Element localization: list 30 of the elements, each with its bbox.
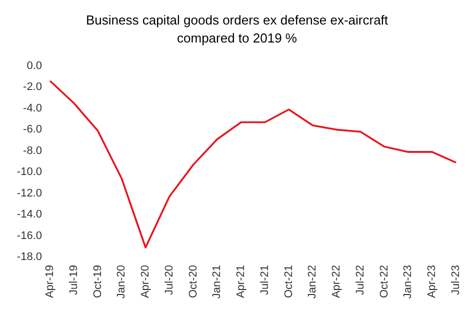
x-tick-label: Apr-20: [140, 265, 152, 298]
x-tick-label: Jan-21: [211, 265, 224, 299]
y-tick-label: -8.0: [23, 144, 42, 157]
x-tick-label: Oct-20: [187, 265, 200, 298]
x-tick-label: Jul-23: [450, 265, 462, 295]
x-tick-label: Jul-21: [258, 265, 271, 295]
y-tick-label: -4.0: [23, 102, 42, 114]
x-tick-label: Jan-22: [306, 265, 319, 299]
y-tick-label: -6.0: [23, 124, 42, 136]
x-tick-label: Oct-21: [282, 265, 295, 298]
x-tick-label: Jan-20: [116, 265, 128, 299]
y-tick-label: -14.0: [16, 208, 42, 221]
y-tick-label: -10.0: [16, 166, 42, 178]
y-tick-label: -2.0: [23, 81, 42, 94]
x-tick-label: Jan-23: [402, 265, 414, 299]
chart-title: Business capital goods orders ex defense ex-aircraft compared to 2019 %: [86, 12, 388, 46]
x-tick-label: Oct-19: [92, 265, 104, 298]
x-tick-label: Apr-22: [330, 265, 343, 298]
x-tick-label: Jul-19: [68, 265, 80, 295]
line-series: [49, 80, 457, 248]
y-tick-label: -16.0: [16, 230, 42, 242]
x-tick-label: Oct-22: [378, 265, 390, 298]
y-tick-label: -12.0: [16, 187, 42, 200]
y-tick-label: -18.0: [16, 251, 42, 263]
x-tick-label: Apr-23: [426, 265, 438, 298]
x-tick-label: Jul-22: [354, 265, 366, 295]
x-tick-label: Apr-21: [235, 265, 248, 298]
x-tick-label: Jul-20: [163, 265, 176, 295]
y-tick-label: 0.0: [26, 60, 42, 72]
x-tick-label: Apr-19: [44, 265, 56, 298]
